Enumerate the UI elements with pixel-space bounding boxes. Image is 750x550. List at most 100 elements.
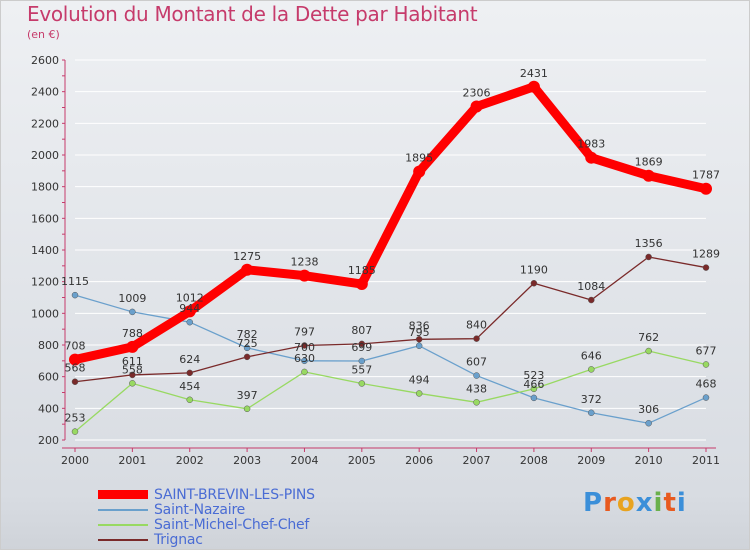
y-tick-label: 1800 (31, 181, 59, 194)
data-point (470, 100, 483, 113)
chart-legend: SAINT-BREVIN-LES-PINS Saint-Nazaire Saint-… (98, 486, 315, 548)
data-label: 1289 (692, 248, 720, 261)
legend-swatch (98, 490, 148, 499)
data-point (413, 165, 426, 178)
legend-item: Trignac (98, 532, 315, 548)
y-tick-label: 400 (38, 402, 59, 415)
data-label: 1787 (692, 169, 720, 182)
series-line (74, 350, 707, 433)
data-label: 253 (65, 412, 86, 425)
legend-swatch (98, 508, 148, 511)
data-point (301, 342, 308, 349)
x-tick-label: 2002 (176, 454, 204, 467)
logo-letter: i (676, 488, 687, 518)
data-label: 624 (179, 353, 200, 366)
data-label: 438 (466, 382, 487, 395)
data-label: 795 (409, 326, 430, 339)
data-point (702, 394, 710, 401)
data-label: 397 (237, 389, 258, 402)
data-point (530, 385, 538, 393)
data-label: 372 (581, 393, 602, 406)
y-tick-label: 800 (38, 339, 59, 352)
data-point (415, 336, 423, 343)
data-point (358, 380, 366, 387)
x-tick-label: 2011 (692, 454, 720, 467)
data-point (588, 296, 595, 304)
x-tick-label: 2000 (61, 454, 89, 467)
logo-letter: o (616, 488, 636, 518)
y-tick-label: 200 (38, 434, 59, 447)
data-label: 1115 (61, 275, 89, 288)
data-label: 836 (409, 319, 430, 332)
data-label: 725 (237, 337, 258, 350)
data-point (71, 378, 79, 385)
data-label: 557 (351, 363, 372, 376)
legend-item: SAINT-BREVIN-LES-PINS (98, 486, 315, 503)
data-point (642, 169, 655, 182)
y-tick-label: 1200 (31, 276, 59, 289)
data-label: 523 (523, 369, 544, 382)
data-point (129, 308, 136, 316)
data-point (71, 291, 79, 299)
data-label: 1190 (520, 263, 548, 276)
data-label: 1084 (577, 280, 605, 293)
data-label: 1275 (233, 250, 261, 263)
data-point (71, 428, 79, 435)
data-point (588, 366, 595, 373)
data-label: 1012 (176, 291, 204, 304)
y-tick-label: 1400 (31, 244, 59, 257)
legend-label: Saint-Michel-Chef-Chef (154, 516, 310, 533)
data-label: 466 (523, 378, 544, 391)
x-tick-label: 2005 (348, 454, 376, 467)
data-label: 611 (122, 355, 143, 368)
data-point (585, 151, 598, 164)
data-label: 708 (65, 340, 86, 353)
series-line (70, 82, 711, 365)
data-label: 700 (294, 341, 315, 354)
y-tick-label: 2000 (31, 149, 59, 162)
data-point (527, 80, 540, 93)
data-point (298, 269, 311, 282)
data-label: 840 (466, 319, 487, 332)
data-label: 1895 (405, 152, 433, 165)
x-tick-label: 2008 (520, 454, 548, 467)
legend-swatch (98, 538, 148, 541)
logo-letter: i (653, 488, 664, 518)
y-tick-label: 2200 (31, 117, 59, 130)
proxiti-logo: Proxiti (583, 488, 687, 518)
data-label: 454 (179, 380, 200, 393)
data-label: 699 (351, 341, 372, 354)
data-point (645, 253, 652, 261)
y-tick-label: 2400 (31, 86, 59, 99)
data-point (243, 405, 251, 413)
data-point (358, 340, 366, 348)
data-label: 2431 (520, 67, 548, 80)
data-point (645, 419, 652, 427)
data-point (129, 371, 136, 379)
series-line (74, 256, 707, 383)
data-point (186, 396, 193, 404)
data-label: 1356 (635, 237, 663, 250)
data-label: 1983 (577, 138, 605, 151)
y-tick-label: 1600 (31, 212, 59, 225)
data-label: 797 (294, 325, 315, 338)
data-point (415, 390, 423, 397)
data-point (69, 353, 81, 366)
data-label: 468 (696, 378, 717, 391)
logo-letter: r (603, 488, 617, 518)
data-point (129, 380, 136, 387)
data-label: 782 (237, 328, 258, 341)
data-label: 807 (351, 324, 372, 337)
data-point (301, 368, 308, 376)
x-tick-label: 2009 (577, 454, 605, 467)
data-label: 306 (638, 403, 659, 416)
data-point (645, 347, 652, 355)
data-point (243, 353, 251, 361)
data-point (301, 357, 308, 365)
x-tick-label: 2004 (290, 454, 318, 467)
data-point (355, 278, 368, 291)
legend-swatch (98, 523, 148, 526)
legend-item: Saint-Michel-Chef-Chef (98, 516, 315, 533)
legend-label: SAINT-BREVIN-LES-PINS (154, 486, 315, 503)
